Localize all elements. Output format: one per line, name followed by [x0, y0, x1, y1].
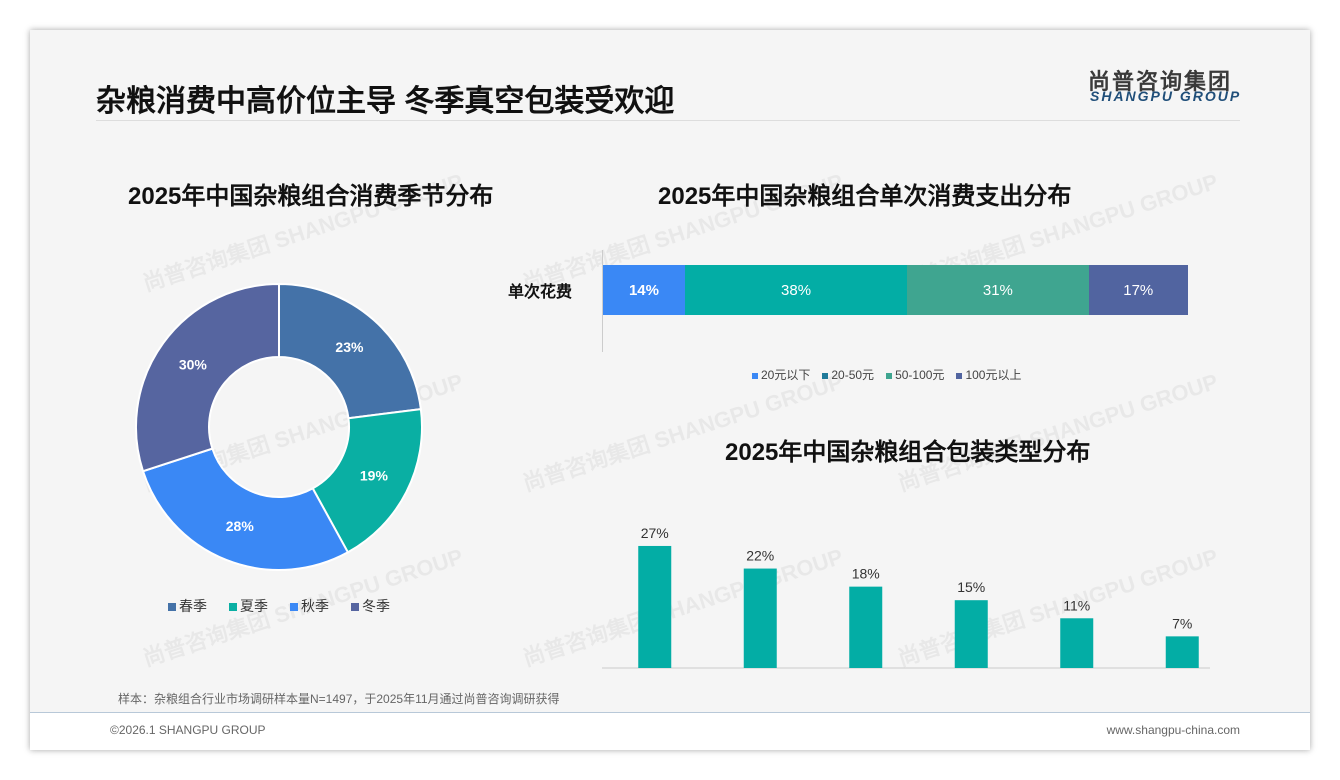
website-link[interactable]: www.shangpu-china.com — [1106, 723, 1240, 737]
slide: 杂粮消费中高价位主导 冬季真空包装受欢迎 尚普咨询集团 SHANGPU GROU… — [30, 30, 1310, 750]
bar — [1165, 636, 1199, 668]
legend-item: 50-100元 — [886, 366, 944, 383]
spend-title: 2025年中国杂粮组合单次消费支出分布 — [658, 183, 1072, 210]
category-label: 环… — [1054, 681, 1085, 690]
legend-item: 秋季 — [290, 596, 329, 616]
stacked-bar: 14% 38% 31% 17% — [603, 265, 1188, 315]
legend-item: 100元以上 — [956, 366, 1021, 383]
stack-segment: 31% — [907, 265, 1089, 315]
bar-label: 15% — [957, 579, 985, 595]
watermark: 尚普咨询集团 SHANGPU GROUP — [894, 368, 1222, 497]
footer: ©2026.1 SHANGPU GROUP www.shangpu-china.… — [30, 712, 1310, 750]
legend-item: 冬季 — [351, 596, 390, 616]
category-label: 纸… — [843, 681, 874, 690]
sample-note: 样本：杂粮组合行业市场调研样本量N=1497，于2025年11月通过尚普咨询调研… — [118, 692, 560, 706]
category-label: 真… — [632, 681, 663, 690]
bar-label: 18% — [852, 566, 880, 582]
bar — [638, 545, 672, 668]
donut-slice-2 — [141, 447, 350, 571]
donut-label: 23% — [335, 339, 364, 355]
donut-label: 30% — [179, 356, 208, 372]
legend-item: 春季 — [168, 596, 207, 616]
category-label: 普… — [737, 681, 768, 690]
page-title: 杂粮消费中高价位主导 冬季真空包装受欢迎 — [96, 85, 675, 118]
watermark: 尚普咨询集团 SHANGPU GROUP — [519, 368, 847, 497]
donut-slice-1 — [311, 407, 423, 554]
logo-cn: 尚普咨询集团 — [1088, 69, 1233, 94]
donut-label: 19% — [360, 467, 389, 483]
donut-legend: 春季 夏季 秋季 冬季 — [168, 596, 390, 616]
divider — [96, 120, 1240, 121]
bar-label: 11% — [1063, 597, 1090, 613]
donut-slice-0 — [278, 282, 422, 420]
donut-label: 28% — [226, 518, 255, 534]
package-title: 2025年中国杂粮组合包装类型分布 — [725, 439, 1091, 466]
donut-title: 2025年中国杂粮组合消费季节分布 — [128, 183, 494, 210]
legend-item: 20-50元 — [822, 366, 874, 383]
bar — [743, 568, 777, 668]
copyright: ©2026.1 SHANGPU GROUP — [110, 723, 266, 737]
bar-label: 27% — [641, 525, 669, 541]
bar — [849, 586, 883, 668]
spend-axis — [602, 250, 603, 352]
spend-category: 单次花费 — [508, 284, 573, 301]
bar-label: 22% — [746, 548, 774, 564]
donut-slice-3 — [135, 282, 280, 473]
bar — [954, 600, 988, 668]
legend-item: 夏季 — [229, 596, 268, 616]
stack-segment: 17% — [1088, 265, 1188, 315]
bar — [1060, 618, 1094, 668]
stack-segment: 14% — [603, 265, 685, 315]
logo-en: SHANGPU GROUP — [1090, 88, 1242, 104]
package-chart: 27% 真… 22% 普… 18% 纸… 15% 罐… 11% 环… 7% 散… — [602, 525, 1210, 690]
legend-item: 20元以下 — [752, 366, 810, 383]
bar-label: 7% — [1172, 615, 1192, 631]
spend-legend: 20元以下 20-50元 50-100元 100元以上 — [752, 366, 1021, 383]
category-label: 罐… — [948, 681, 979, 690]
stack-segment: 38% — [684, 265, 908, 315]
donut-chart: 23% 19% 28% 30% — [135, 282, 423, 571]
category-label: 散… — [1159, 681, 1190, 690]
